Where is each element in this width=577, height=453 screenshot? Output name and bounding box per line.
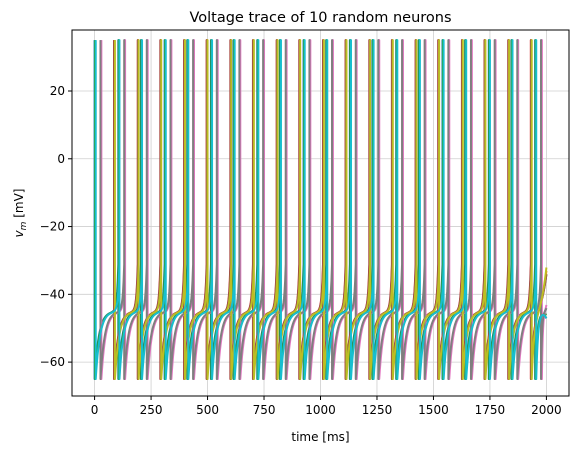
y-axis-label-unit: [mV]: [12, 189, 26, 222]
y-axis-label: vm [mV]: [12, 189, 29, 238]
y-tick-label: −60: [40, 355, 65, 369]
series-group: [93, 39, 548, 381]
y-tick-label: 20: [50, 84, 65, 98]
x-tick-label: 500: [196, 403, 219, 417]
x-tick-label: 0: [91, 403, 99, 417]
y-tick-label: −40: [40, 287, 65, 301]
x-tick-label: 250: [140, 403, 163, 417]
y-axis-label-symbol: v: [12, 229, 26, 237]
neuron-voltage-line: [94, 39, 548, 381]
x-tick-label: 1250: [362, 403, 393, 417]
x-tick-label: 750: [253, 403, 276, 417]
y-tick-label: 0: [57, 152, 65, 166]
neuron-voltage-line: [99, 39, 548, 381]
x-axis-label: time [ms]: [291, 430, 349, 444]
x-tick-label: 1000: [305, 403, 336, 417]
y-tick-label: −20: [40, 220, 65, 234]
axis-ticks: 0 250 500 750 1000 1250 1500 1750 2000 −60 −40 −20 0…: [40, 84, 562, 417]
y-axis-label-subscript: m: [19, 221, 29, 230]
chart-title: Voltage trace of 10 random neurons: [189, 10, 451, 26]
x-tick-label: 2000: [531, 403, 562, 417]
x-tick-label: 1500: [418, 403, 449, 417]
x-tick-label: 1750: [475, 403, 506, 417]
